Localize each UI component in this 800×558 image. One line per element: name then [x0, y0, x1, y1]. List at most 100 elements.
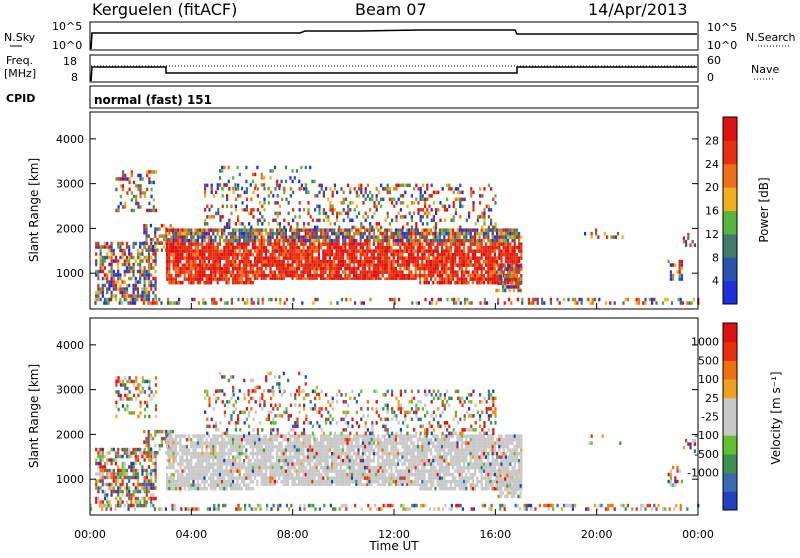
echo-cell [445, 277, 447, 281]
echo-cell [401, 253, 403, 257]
echo-cell [175, 469, 177, 473]
echo-cell [170, 246, 172, 250]
echo-cell [276, 235, 278, 239]
echo-cell [232, 455, 234, 459]
echo-cell [325, 187, 327, 191]
echo-cell [257, 187, 259, 191]
echo-cell [190, 462, 192, 466]
echo-cell [212, 487, 214, 491]
echo-cell [338, 263, 340, 267]
echo-cell [145, 234, 147, 238]
echo-cell [175, 256, 177, 260]
echo-cell [234, 183, 236, 187]
echo-cell [130, 462, 132, 466]
echo-cell [327, 215, 329, 219]
echo-cell [362, 260, 364, 264]
echo-cell [126, 266, 128, 270]
echo-cell [459, 226, 461, 230]
echo-cell [100, 476, 102, 480]
echo-cell [165, 430, 167, 434]
echo-cell [148, 234, 150, 238]
echo-cell [144, 266, 146, 270]
echo-cell [329, 445, 331, 449]
echo-cell [135, 472, 137, 476]
echo-cell [305, 260, 307, 264]
echo-cell [211, 187, 213, 191]
echo-cell [234, 469, 236, 473]
echo-cell [329, 256, 331, 260]
echo-cell [360, 270, 362, 274]
echo-cell [168, 462, 170, 466]
echo-cell [452, 277, 454, 281]
echo-cell [254, 473, 256, 477]
echo-cell [329, 480, 331, 484]
echo-cell [250, 226, 252, 230]
echo-cell [133, 504, 135, 508]
echo-cell [318, 267, 320, 271]
echo-cell [131, 380, 133, 384]
echo-cell [371, 194, 373, 198]
echo-cell [222, 215, 224, 219]
echo-cell [145, 227, 147, 231]
echo-cell [232, 473, 234, 477]
echo-cell [441, 239, 443, 243]
echo-cell [292, 208, 294, 212]
echo-cell [184, 445, 186, 449]
echo-cell [133, 195, 135, 199]
echo-cell [245, 466, 247, 470]
echo-cell [219, 176, 221, 180]
echo-cell [408, 239, 410, 243]
echo-cell [215, 212, 217, 216]
echo-cell [197, 469, 199, 473]
echo-cell [243, 459, 245, 463]
echo-cell [139, 294, 141, 298]
echo-cell [511, 249, 513, 253]
echo-cell [141, 465, 143, 469]
echo-cell [105, 301, 107, 305]
echo-cell [320, 452, 322, 456]
echo-cell [141, 451, 143, 455]
echo-cell [223, 455, 225, 459]
echo-cell [102, 490, 104, 494]
echo-cell [679, 267, 681, 271]
echo-cell [465, 281, 467, 285]
echo-cell [412, 239, 414, 243]
echo-cell [371, 260, 373, 264]
echo-cell [256, 260, 258, 264]
echo-cell [366, 270, 368, 274]
echo-cell [316, 194, 318, 198]
echo-cell [247, 277, 249, 281]
echo-cell [461, 249, 463, 253]
echo-cell [329, 222, 331, 226]
echo-cell [360, 239, 362, 243]
echo-cell [349, 191, 351, 195]
echo-cell [208, 466, 210, 470]
echo-cell [393, 242, 395, 246]
echo-cell [362, 215, 364, 219]
echo-cell [241, 445, 243, 449]
echo-cell [150, 483, 152, 487]
echo-cell [432, 260, 434, 264]
echo-cell [208, 235, 210, 239]
echo-cell [513, 285, 515, 289]
echo-cell [300, 445, 302, 449]
echo-cell [257, 208, 259, 212]
echo-cell [357, 267, 359, 271]
echo-cell [239, 473, 241, 477]
echo-cell [302, 235, 304, 239]
echo-cell [506, 285, 508, 289]
echo-cell [256, 462, 258, 466]
echo-cell [219, 473, 221, 477]
echo-cell [415, 222, 417, 226]
echo-cell [184, 469, 186, 473]
echo-cell [461, 198, 463, 202]
echo-cell [320, 448, 322, 452]
echo-cell [119, 245, 121, 249]
echo-cell [135, 287, 137, 291]
echo-cell [498, 256, 500, 260]
echo-cell [349, 228, 351, 232]
echo-cell [155, 287, 157, 291]
echo-cell [129, 390, 131, 394]
echo-cell [335, 441, 337, 445]
echo-cell [144, 469, 146, 473]
